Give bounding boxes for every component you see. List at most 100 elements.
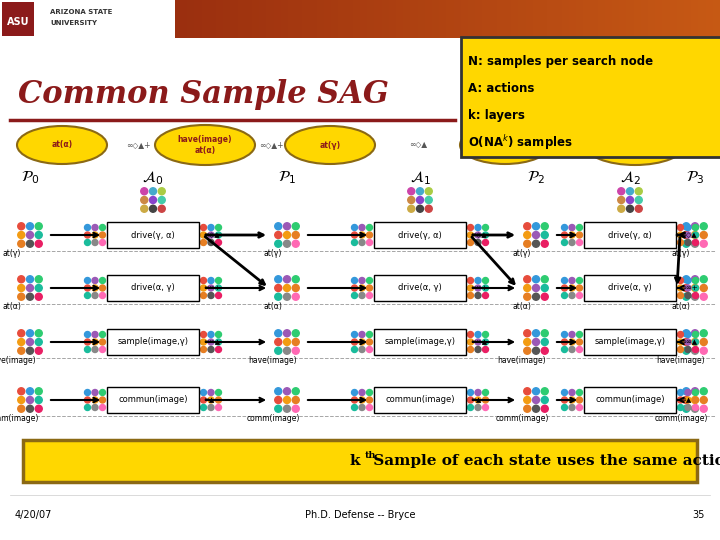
- Circle shape: [359, 404, 365, 410]
- Circle shape: [618, 188, 625, 195]
- Circle shape: [275, 222, 282, 230]
- FancyBboxPatch shape: [374, 329, 466, 355]
- Circle shape: [200, 404, 207, 410]
- Circle shape: [523, 347, 531, 354]
- Bar: [461, 0, 468, 38]
- Bar: [475, 0, 482, 38]
- Circle shape: [693, 225, 698, 231]
- Text: O(NA$^k$) samples: O(NA$^k$) samples: [468, 133, 573, 152]
- Circle shape: [577, 397, 582, 403]
- Circle shape: [359, 293, 365, 299]
- Circle shape: [92, 278, 98, 284]
- Bar: [353, 0, 360, 38]
- Bar: [518, 0, 526, 38]
- Circle shape: [35, 240, 42, 247]
- Circle shape: [150, 205, 156, 212]
- Circle shape: [533, 396, 539, 403]
- Bar: [504, 0, 511, 38]
- Circle shape: [200, 397, 207, 403]
- Bar: [130, 0, 137, 38]
- Circle shape: [215, 240, 222, 246]
- Circle shape: [541, 396, 548, 403]
- Circle shape: [366, 240, 372, 246]
- Circle shape: [701, 276, 707, 283]
- Circle shape: [467, 285, 474, 291]
- Circle shape: [35, 285, 42, 292]
- Text: drive(α, γ): drive(α, γ): [131, 284, 175, 293]
- Text: commun(image): commun(image): [118, 395, 188, 404]
- FancyBboxPatch shape: [374, 387, 466, 413]
- Bar: [216, 0, 223, 38]
- Circle shape: [275, 285, 282, 292]
- Bar: [36, 0, 43, 38]
- Circle shape: [569, 225, 575, 231]
- Circle shape: [533, 222, 539, 230]
- Circle shape: [366, 285, 372, 291]
- Text: have(image)
at(α): have(image) at(α): [178, 136, 233, 154]
- Bar: [266, 0, 274, 38]
- Circle shape: [35, 388, 42, 395]
- Circle shape: [84, 347, 91, 353]
- Circle shape: [475, 397, 481, 403]
- Circle shape: [351, 347, 358, 353]
- Circle shape: [482, 397, 488, 403]
- Text: ∞∞+: ∞∞+: [680, 285, 698, 291]
- Circle shape: [208, 397, 214, 403]
- Circle shape: [27, 396, 34, 403]
- Circle shape: [351, 240, 358, 246]
- Text: comm(image): comm(image): [246, 414, 300, 423]
- Bar: [403, 0, 410, 38]
- Bar: [158, 0, 166, 38]
- Bar: [360, 0, 367, 38]
- Circle shape: [92, 285, 98, 291]
- Circle shape: [140, 205, 148, 212]
- Circle shape: [541, 405, 548, 412]
- Circle shape: [99, 332, 106, 338]
- Circle shape: [84, 240, 91, 246]
- Text: at(α): at(α): [3, 302, 22, 311]
- Circle shape: [678, 339, 683, 345]
- Circle shape: [562, 397, 567, 403]
- Circle shape: [84, 332, 91, 338]
- Circle shape: [18, 232, 24, 239]
- Bar: [698, 0, 706, 38]
- Bar: [209, 0, 216, 38]
- Text: drive(α, γ): drive(α, γ): [398, 284, 442, 293]
- Bar: [367, 0, 374, 38]
- Circle shape: [475, 389, 481, 395]
- Circle shape: [541, 388, 548, 395]
- Text: comm(image): comm(image): [654, 414, 708, 423]
- Circle shape: [208, 232, 214, 238]
- Circle shape: [275, 405, 282, 412]
- Circle shape: [482, 240, 488, 246]
- Circle shape: [275, 330, 282, 337]
- Circle shape: [150, 197, 156, 204]
- Text: at(α): at(α): [513, 302, 531, 311]
- Circle shape: [284, 232, 290, 239]
- Circle shape: [359, 225, 365, 231]
- Bar: [547, 0, 554, 38]
- Circle shape: [562, 347, 567, 353]
- Text: $\mathcal{P}_0$: $\mathcal{P}_0$: [21, 170, 39, 186]
- Text: at(γ): at(γ): [495, 140, 516, 150]
- Circle shape: [284, 339, 290, 346]
- Circle shape: [577, 278, 582, 284]
- Circle shape: [284, 293, 290, 300]
- Circle shape: [292, 396, 300, 403]
- FancyBboxPatch shape: [107, 387, 199, 413]
- Text: drive(γ, α): drive(γ, α): [398, 231, 442, 240]
- Circle shape: [92, 404, 98, 410]
- Circle shape: [685, 225, 691, 231]
- Text: Sample of each state uses the same action outcomes: Sample of each state uses the same actio…: [368, 454, 720, 468]
- Bar: [605, 0, 612, 38]
- Circle shape: [678, 397, 683, 403]
- Circle shape: [351, 339, 358, 345]
- Text: $\mathcal{P}_2$: $\mathcal{P}_2$: [527, 170, 545, 186]
- Bar: [137, 0, 144, 38]
- Circle shape: [569, 285, 575, 291]
- Bar: [662, 0, 670, 38]
- Circle shape: [467, 404, 474, 410]
- Bar: [0, 0, 7, 38]
- Circle shape: [683, 347, 690, 354]
- Circle shape: [685, 332, 691, 338]
